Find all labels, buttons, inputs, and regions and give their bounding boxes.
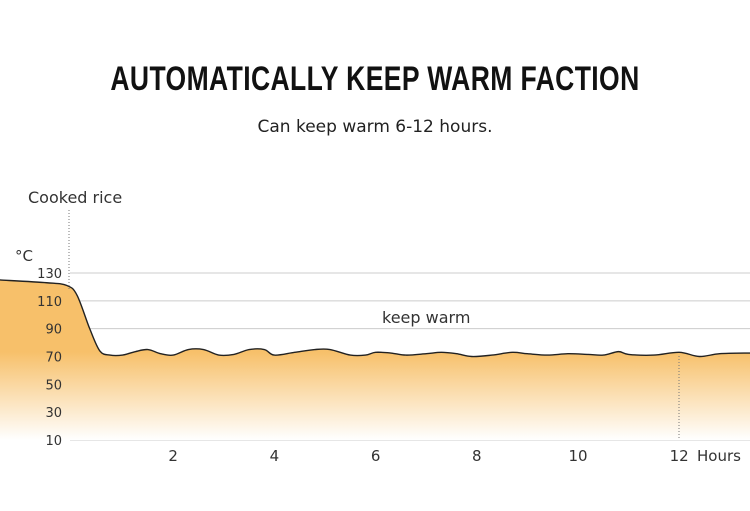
x-tick-label: 10 bbox=[568, 447, 587, 465]
y-axis-unit: °C bbox=[15, 247, 33, 265]
cooked-rice-label: Cooked rice bbox=[28, 188, 122, 207]
temperature-line bbox=[0, 279, 750, 358]
page-title: AUTOMATICALLY KEEP WARM FACTION bbox=[110, 60, 640, 98]
x-axis-unit: Hours bbox=[697, 447, 741, 465]
x-tick-label: 4 bbox=[270, 447, 280, 465]
page-subtitle: Can keep warm 6-12 hours. bbox=[257, 117, 493, 137]
temperature-area bbox=[0, 279, 750, 440]
keep-warm-label: keep warm bbox=[382, 308, 470, 327]
y-tick-label: 30 bbox=[45, 406, 62, 421]
x-tick-label: 2 bbox=[168, 447, 178, 465]
x-tick-label: 12 bbox=[670, 447, 689, 465]
x-tick-label: 6 bbox=[371, 447, 381, 465]
y-tick-label: 50 bbox=[45, 378, 62, 393]
y-tick-label: 110 bbox=[37, 295, 62, 310]
y-tick-label: 10 bbox=[45, 434, 62, 449]
x-tick-label: 8 bbox=[472, 447, 482, 465]
y-tick-label: 130 bbox=[37, 267, 62, 282]
y-tick-label: 70 bbox=[45, 351, 62, 366]
y-tick-label: 90 bbox=[45, 323, 62, 338]
